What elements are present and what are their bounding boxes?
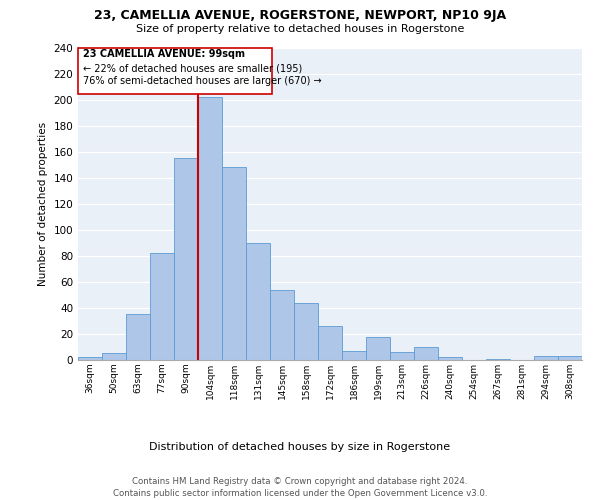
Text: ← 22% of detached houses are smaller (195): ← 22% of detached houses are smaller (19… bbox=[83, 63, 302, 73]
Bar bbox=[102, 354, 126, 360]
Bar bbox=[438, 358, 462, 360]
Bar bbox=[78, 358, 102, 360]
Bar bbox=[486, 358, 510, 360]
Text: 23 CAMELLIA AVENUE: 99sqm: 23 CAMELLIA AVENUE: 99sqm bbox=[83, 50, 245, 59]
Bar bbox=[294, 302, 318, 360]
Bar bbox=[366, 336, 390, 360]
Bar bbox=[174, 158, 198, 360]
Bar bbox=[414, 347, 438, 360]
Bar bbox=[126, 314, 150, 360]
Text: Contains public sector information licensed under the Open Government Licence v3: Contains public sector information licen… bbox=[113, 489, 487, 498]
Y-axis label: Number of detached properties: Number of detached properties bbox=[38, 122, 48, 286]
Bar bbox=[558, 356, 582, 360]
Bar bbox=[150, 253, 174, 360]
Text: 76% of semi-detached houses are larger (670) →: 76% of semi-detached houses are larger (… bbox=[83, 76, 322, 86]
Bar bbox=[246, 243, 270, 360]
Text: Size of property relative to detached houses in Rogerstone: Size of property relative to detached ho… bbox=[136, 24, 464, 34]
Text: Contains HM Land Registry data © Crown copyright and database right 2024.: Contains HM Land Registry data © Crown c… bbox=[132, 478, 468, 486]
Bar bbox=[198, 97, 222, 360]
Bar bbox=[390, 352, 414, 360]
Bar bbox=[222, 168, 246, 360]
FancyBboxPatch shape bbox=[79, 48, 272, 94]
Bar bbox=[534, 356, 558, 360]
Text: 23, CAMELLIA AVENUE, ROGERSTONE, NEWPORT, NP10 9JA: 23, CAMELLIA AVENUE, ROGERSTONE, NEWPORT… bbox=[94, 9, 506, 22]
Text: Distribution of detached houses by size in Rogerstone: Distribution of detached houses by size … bbox=[149, 442, 451, 452]
Bar bbox=[318, 326, 342, 360]
Bar bbox=[270, 290, 294, 360]
Bar bbox=[342, 351, 366, 360]
